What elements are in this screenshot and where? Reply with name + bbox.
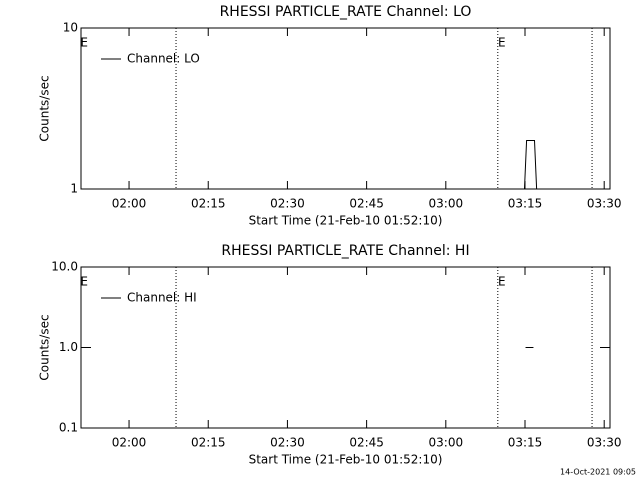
x-axis-label: Start Time (21-Feb-10 01:52:10) bbox=[249, 214, 443, 228]
x-tick-label: 03:30 bbox=[587, 197, 622, 211]
x-tick-label: 02:00 bbox=[112, 436, 147, 450]
x-tick-label: 02:30 bbox=[270, 436, 305, 450]
annotation: E bbox=[80, 36, 88, 50]
x-tick-label: 02:15 bbox=[191, 436, 226, 450]
x-tick-label: 02:30 bbox=[270, 197, 305, 211]
annotation: E bbox=[498, 275, 506, 289]
annotation: E bbox=[80, 275, 88, 289]
x-tick-label: 03:00 bbox=[429, 436, 464, 450]
x-tick-label: 02:45 bbox=[349, 197, 384, 211]
annotation: E bbox=[498, 36, 506, 50]
x-tick-label: 02:45 bbox=[349, 436, 384, 450]
data-line bbox=[523, 140, 538, 190]
y-tick-label: 10.0 bbox=[51, 260, 78, 274]
x-tick-label: 03:30 bbox=[587, 436, 622, 450]
x-tick-label: 03:00 bbox=[429, 197, 464, 211]
x-tick-label: 02:00 bbox=[112, 197, 147, 211]
y-tick-label: 0.1 bbox=[59, 421, 78, 435]
x-tick-label: 03:15 bbox=[508, 197, 543, 211]
chart-title: RHESSI PARTICLE_RATE Channel: HI bbox=[221, 243, 469, 259]
legend-label: Channel: HI bbox=[127, 291, 197, 305]
y-tick-label: 10 bbox=[63, 21, 78, 35]
y-axis-label: Counts/sec bbox=[38, 314, 52, 380]
footer: 14-Oct-2021 09:05 bbox=[560, 468, 636, 477]
y-axis-label: Counts/sec bbox=[38, 75, 52, 141]
plot-frame bbox=[80, 27, 611, 190]
y-tick-label: 1 bbox=[70, 182, 78, 196]
x-tick-label: 03:15 bbox=[508, 436, 543, 450]
x-axis-label: Start Time (21-Feb-10 01:52:10) bbox=[249, 453, 443, 467]
chart-title: RHESSI PARTICLE_RATE Channel: LO bbox=[220, 4, 472, 20]
y-tick-label: 1.0 bbox=[59, 340, 78, 354]
x-tick-label: 02:15 bbox=[191, 197, 226, 211]
legend-label: Channel: LO bbox=[127, 52, 200, 66]
